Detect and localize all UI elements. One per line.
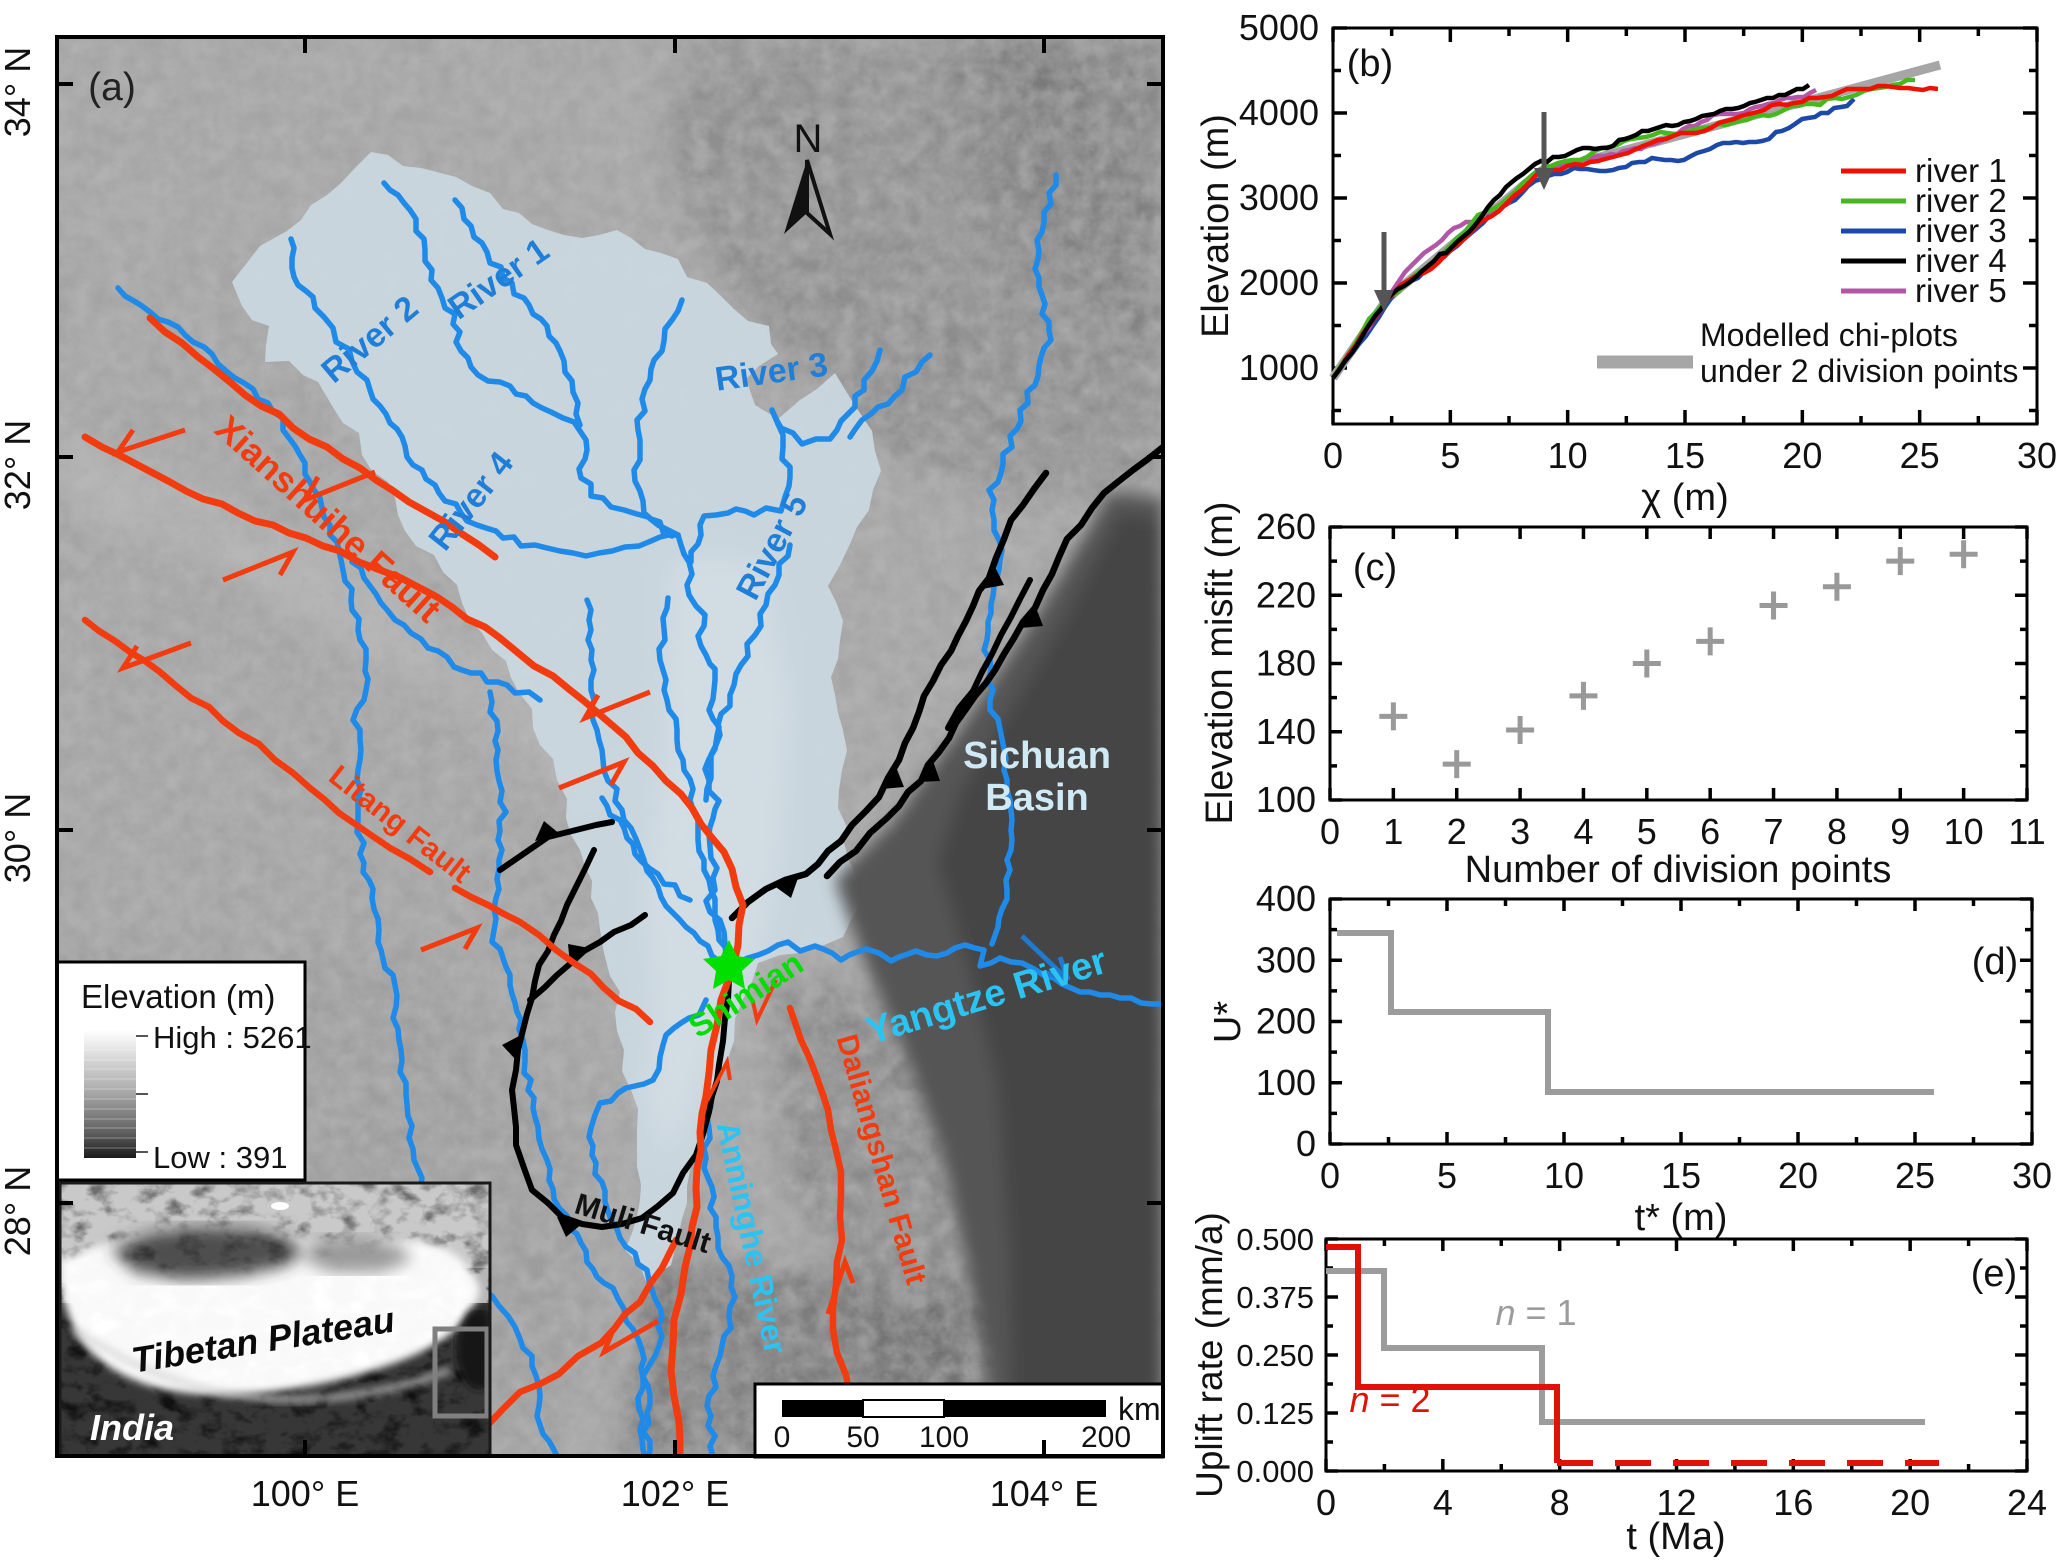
svg-text:9: 9 <box>1890 811 1910 852</box>
svg-text:102° E: 102° E <box>621 1473 729 1514</box>
svg-text:100: 100 <box>919 1421 969 1454</box>
svg-text:0.375: 0.375 <box>1236 1280 1314 1315</box>
svg-text:30: 30 <box>2012 1155 2052 1196</box>
svg-text:river 2: river 2 <box>1915 182 2007 219</box>
svg-text:India: India <box>90 1407 174 1448</box>
svg-text:32° N: 32° N <box>0 420 38 510</box>
svg-text:(e): (e) <box>1971 1253 2017 1295</box>
svg-text:20: 20 <box>1782 435 1822 476</box>
svg-text:100° E: 100° E <box>251 1473 359 1514</box>
svg-text:under 2 division points: under 2 division points <box>1700 353 2018 389</box>
svg-text:16: 16 <box>1773 1482 1813 1523</box>
svg-text:Sichuan: Sichuan <box>963 735 1111 777</box>
svg-text:28° N: 28° N <box>0 1166 38 1256</box>
svg-text:15: 15 <box>1665 435 1705 476</box>
svg-text:Elevation (m): Elevation (m) <box>81 978 275 1015</box>
svg-text:6: 6 <box>1700 811 1720 852</box>
svg-text:Uplift rate (mm/a): Uplift rate (mm/a) <box>1189 1212 1230 1498</box>
svg-text:(c): (c) <box>1353 547 1397 589</box>
svg-text:0.125: 0.125 <box>1236 1396 1314 1431</box>
svg-text:0: 0 <box>1320 1155 1340 1196</box>
svg-text:2000: 2000 <box>1239 262 1319 303</box>
svg-text:20: 20 <box>1778 1155 1818 1196</box>
svg-text:400: 400 <box>1256 878 1316 919</box>
svg-text:Modelled chi-plots: Modelled chi-plots <box>1700 317 1958 353</box>
svg-text:10: 10 <box>1944 811 1984 852</box>
svg-text:(d): (d) <box>1972 941 2018 983</box>
svg-text:5000: 5000 <box>1239 7 1319 48</box>
svg-text:7: 7 <box>1764 811 1784 852</box>
svg-text:200: 200 <box>1081 1421 1131 1454</box>
svg-text:Low : 391: Low : 391 <box>153 1140 287 1175</box>
svg-text:0: 0 <box>1320 811 1340 852</box>
svg-text:11: 11 <box>2008 811 2045 852</box>
svg-text:12: 12 <box>1656 1482 1696 1523</box>
svg-text:3000: 3000 <box>1239 177 1319 218</box>
svg-text:8: 8 <box>1827 811 1847 852</box>
svg-text:High : 5261: High : 5261 <box>153 1020 312 1055</box>
svg-text:1: 1 <box>1383 811 1403 852</box>
svg-text:3: 3 <box>1510 811 1530 852</box>
svg-text:220: 220 <box>1256 574 1316 615</box>
svg-text:river 3: river 3 <box>1915 212 2007 249</box>
svg-text:140: 140 <box>1256 711 1316 752</box>
svg-text:2: 2 <box>1447 811 1467 852</box>
svg-text:5: 5 <box>1440 435 1460 476</box>
svg-text:20: 20 <box>1890 1482 1930 1523</box>
svg-text:100: 100 <box>1256 1062 1316 1103</box>
svg-text:U*: U* <box>1207 1001 1249 1043</box>
svg-text:10: 10 <box>1544 1155 1584 1196</box>
svg-text:Basin: Basin <box>985 777 1088 819</box>
svg-text:N: N <box>794 117 823 161</box>
svg-text:0: 0 <box>774 1421 791 1454</box>
svg-text:24: 24 <box>2007 1482 2047 1523</box>
svg-text:4: 4 <box>1433 1482 1453 1523</box>
svg-text:104° E: 104° E <box>990 1473 1098 1514</box>
svg-text:8: 8 <box>1550 1482 1570 1523</box>
svg-text:30° N: 30° N <box>0 793 38 883</box>
svg-text:n = 2: n = 2 <box>1349 1379 1430 1420</box>
svg-text:χ (m): χ (m) <box>1641 477 1728 519</box>
svg-text:30: 30 <box>2017 435 2057 476</box>
svg-text:4: 4 <box>1573 811 1593 852</box>
svg-text:5: 5 <box>1437 1155 1457 1196</box>
svg-text:300: 300 <box>1256 939 1316 980</box>
svg-text:25: 25 <box>1895 1155 1935 1196</box>
svg-text:10: 10 <box>1548 435 1588 476</box>
svg-text:Elevation (m): Elevation (m) <box>1195 114 1237 338</box>
svg-text:0.000: 0.000 <box>1236 1454 1314 1489</box>
svg-text:1000: 1000 <box>1239 347 1319 388</box>
svg-text:200: 200 <box>1256 1001 1316 1042</box>
svg-text:t (Ma): t (Ma) <box>1626 1516 1725 1558</box>
svg-text:260: 260 <box>1256 506 1316 547</box>
svg-text:15: 15 <box>1661 1155 1701 1196</box>
svg-text:4000: 4000 <box>1239 92 1319 133</box>
svg-text:river 1: river 1 <box>1915 152 2007 189</box>
svg-text:(a): (a) <box>88 66 136 109</box>
svg-text:(b): (b) <box>1347 43 1393 85</box>
svg-text:25: 25 <box>1900 435 1940 476</box>
svg-text:river 4: river 4 <box>1915 242 2007 279</box>
svg-text:0.250: 0.250 <box>1236 1338 1314 1373</box>
svg-text:34° N: 34° N <box>0 47 38 137</box>
svg-text:0: 0 <box>1296 1123 1316 1164</box>
svg-text:river 5: river 5 <box>1915 272 2007 309</box>
svg-text:n = 1: n = 1 <box>1495 1292 1576 1333</box>
svg-text:50: 50 <box>846 1421 879 1454</box>
svg-text:100: 100 <box>1256 779 1316 820</box>
svg-text:180: 180 <box>1256 643 1316 684</box>
svg-text:t* (m): t* (m) <box>1635 1197 1728 1239</box>
svg-text:km: km <box>1118 1391 1161 1427</box>
svg-text:Number of division points: Number of division points <box>1465 849 1892 891</box>
svg-text:5: 5 <box>1637 811 1657 852</box>
svg-text:0: 0 <box>1323 435 1343 476</box>
svg-text:Elevation misfit (m): Elevation misfit (m) <box>1199 501 1241 824</box>
svg-text:0: 0 <box>1316 1482 1336 1523</box>
svg-text:0.500: 0.500 <box>1236 1222 1314 1257</box>
